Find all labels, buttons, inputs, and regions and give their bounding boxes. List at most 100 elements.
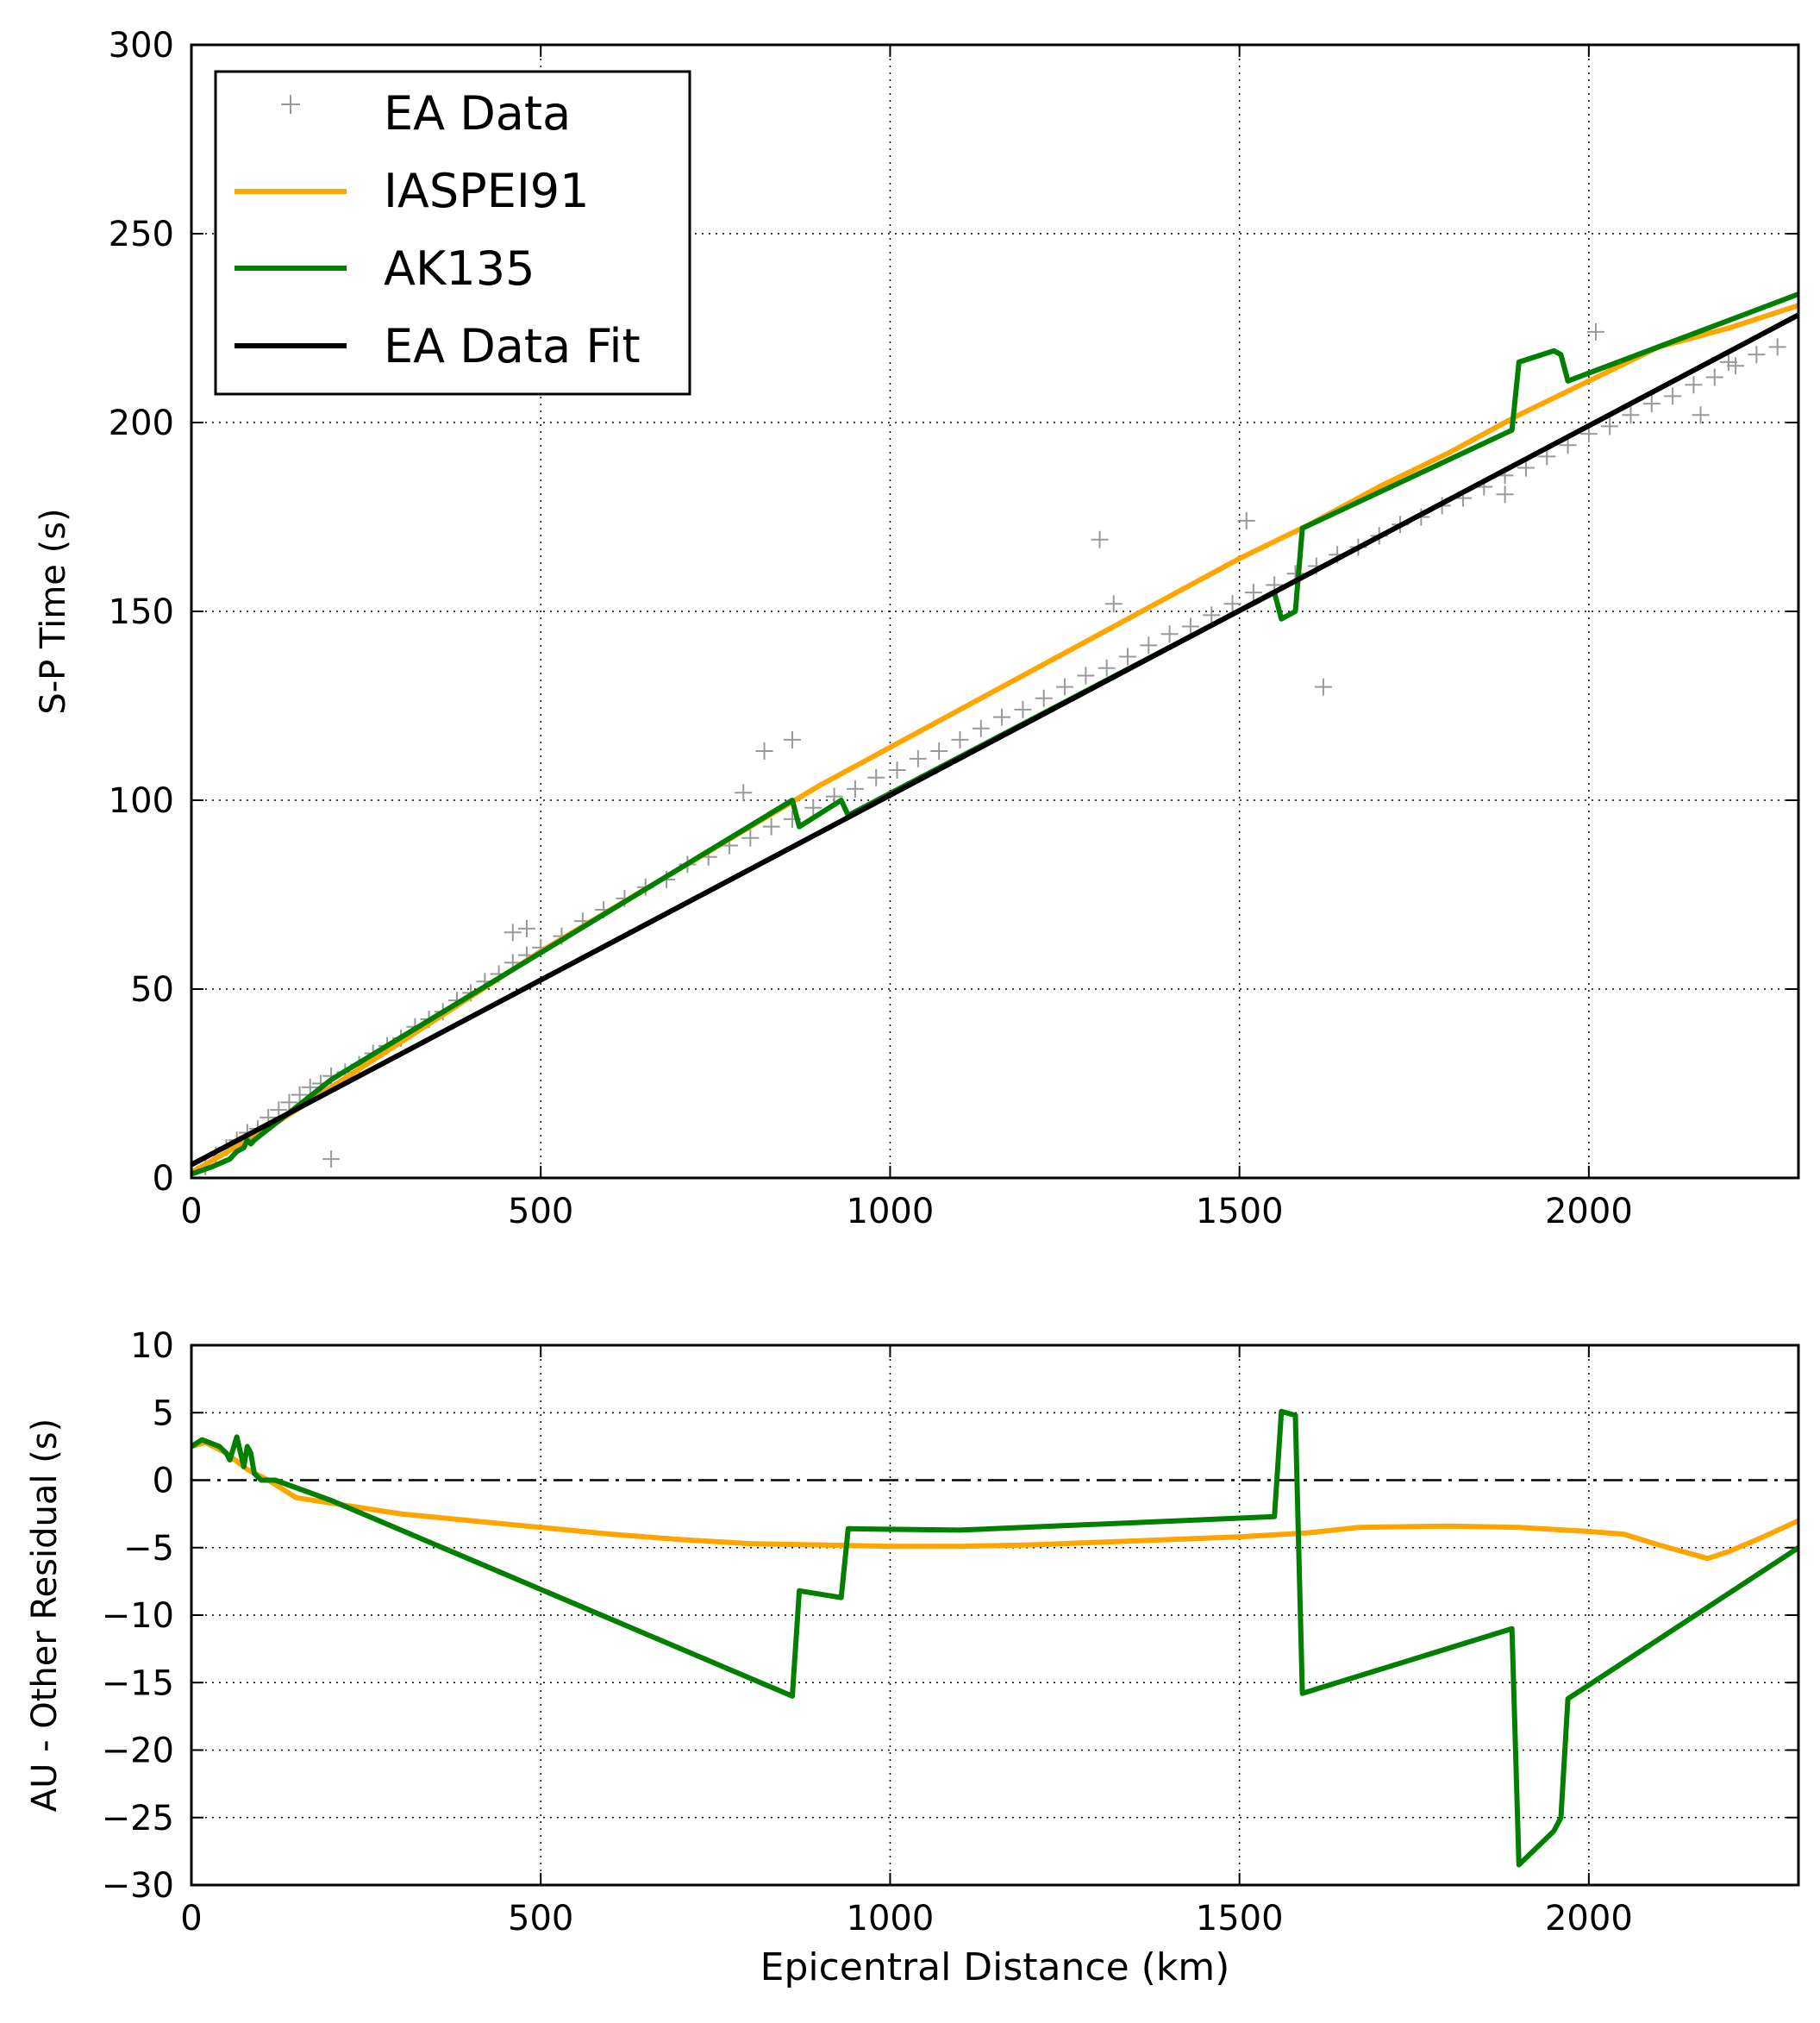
ea-data-point [735,784,753,802]
ea-data-point [888,761,906,779]
ea-data-point [1586,323,1604,341]
x-tick-label: 500 [508,1192,573,1231]
ea-data-point [741,829,760,847]
y-tick-label: 10 [130,1326,174,1366]
legend-item-ea-data-fit: EA Data Fit [235,319,641,373]
top-plot-frame [190,43,1800,1180]
ea-data-point [1727,357,1745,375]
ea-data-point [1203,606,1221,624]
y-tick-label: 100 [109,781,174,821]
ea-data-point [1160,625,1179,643]
ea-data-point [1622,406,1640,424]
y-tick-label: 150 [109,592,174,632]
y-tick-label: 200 [109,404,174,443]
bottom-grid [191,1345,1798,1885]
ea-data-fit-line [191,312,1798,1168]
x-tick-label: 1500 [1196,1899,1284,1938]
ea-data-point [1664,387,1682,405]
legend: EA Data IASPEI91 AK135 EA Data Fit [214,70,691,396]
y-tick-label: −10 [102,1596,174,1636]
bottom-plot-frame [190,1343,1800,1887]
legend-label: EA Data Fit [384,319,641,373]
ea-data-point [1056,678,1074,696]
iaspei91-residual-line [191,1439,1798,1562]
y-tick-label: 0 [153,1462,174,1501]
ea-data-point [1104,595,1123,613]
bottom-series-lines [191,1408,1798,1868]
x-tick-label: 500 [508,1899,573,1938]
y-tick-label: −5 [123,1529,174,1569]
ea-data-point [804,799,822,817]
x-axis-label: Epicentral Distance (km) [760,1945,1230,1989]
ea-data-point [909,749,927,767]
ak135-line [191,291,1798,1177]
ea-data-point [1314,678,1332,696]
ea-data-point [762,817,780,836]
ea-data-point [1035,689,1053,707]
bottom-chart: 0 500 1000 1500 2000 −30 −25 −20 −15 −10 −5 0 5 10 A… [25,1326,1800,1989]
ea-data-point [1601,417,1619,435]
top-y-ticks: 0 50 100 150 200 250 300 [109,26,1798,1199]
legend-label: EA Data [384,86,571,141]
y-tick-label: 50 [130,970,174,1010]
y-tick-label: 300 [109,26,174,66]
x-tick-label: 2000 [1545,1899,1633,1938]
ea-data-point [867,768,885,786]
y-tick-label: −30 [102,1866,174,1906]
legend-label: IASPEI91 [384,164,589,218]
ea-data-point [503,924,522,942]
ea-data-point [1685,376,1703,394]
ea-data-point [1223,595,1241,613]
bottom-y-axis-label: AU - Other Residual (s) [25,1419,65,1812]
y-tick-label: −15 [102,1663,174,1703]
ea-data-point [291,1086,309,1104]
ak135-residual-line [191,1408,1798,1868]
ea-data-point [1692,406,1710,424]
ea-data-point [1517,459,1535,477]
bottom-y-ticks: −30 −25 −20 −15 −10 −5 0 5 10 [102,1326,1798,1906]
legend-box [214,70,691,396]
ea-data-point [1098,659,1116,677]
y-tick-label: 5 [153,1394,174,1433]
ea-data-point [1705,368,1723,386]
x-tick-label: 0 [180,1192,202,1231]
legend-item-ak135: AK135 [235,241,535,296]
y-tick-label: 0 [153,1159,174,1199]
ea-data-point [1748,346,1766,364]
x-tick-label: 1500 [1196,1192,1284,1231]
ea-data-point [993,708,1011,726]
ea-data-point [280,1093,298,1112]
legend-marker-icon [281,95,300,114]
ea-data-point [1091,530,1109,548]
ea-data-point [1642,395,1661,413]
y-tick-label: −20 [102,1732,174,1771]
x-tick-label: 0 [180,1899,202,1938]
y-tick-label: 250 [109,215,174,254]
bottom-x-ticks: 0 500 1000 1500 2000 [180,1345,1633,1938]
top-series-lines [191,291,1798,1177]
legend-item-iaspei91: IASPEI91 [235,164,589,218]
top-chart: 0 500 1000 1500 2000 0 50 100 150 200 250 300 S-P … [34,26,1800,1231]
top-y-axis-label: S-P Time (s) [34,508,73,714]
ea-data-point [1014,700,1032,718]
ea-data-point [1768,338,1786,356]
ea-data-point [755,742,773,761]
ea-data-point [1118,648,1136,666]
ea-data-point [783,730,801,748]
ea-data-point [1496,485,1514,504]
ea-data-point [1181,617,1199,636]
top-x-ticks: 0 500 1000 1500 2000 [180,45,1633,1231]
ea-data-point [1719,353,1737,371]
ea-data-point [1237,511,1255,529]
x-tick-label: 1000 [847,1192,935,1231]
ea-data-point [322,1150,341,1168]
ea-data-point [1140,636,1158,654]
x-tick-label: 1000 [847,1899,935,1938]
ea-data-point [846,780,864,798]
legend-label: AK135 [384,241,535,296]
ea-data-point [1077,667,1095,685]
ea-data-point [951,730,969,748]
ea-data-point [518,919,536,937]
x-tick-label: 2000 [1545,1192,1633,1231]
ea-data-point [1244,584,1262,602]
